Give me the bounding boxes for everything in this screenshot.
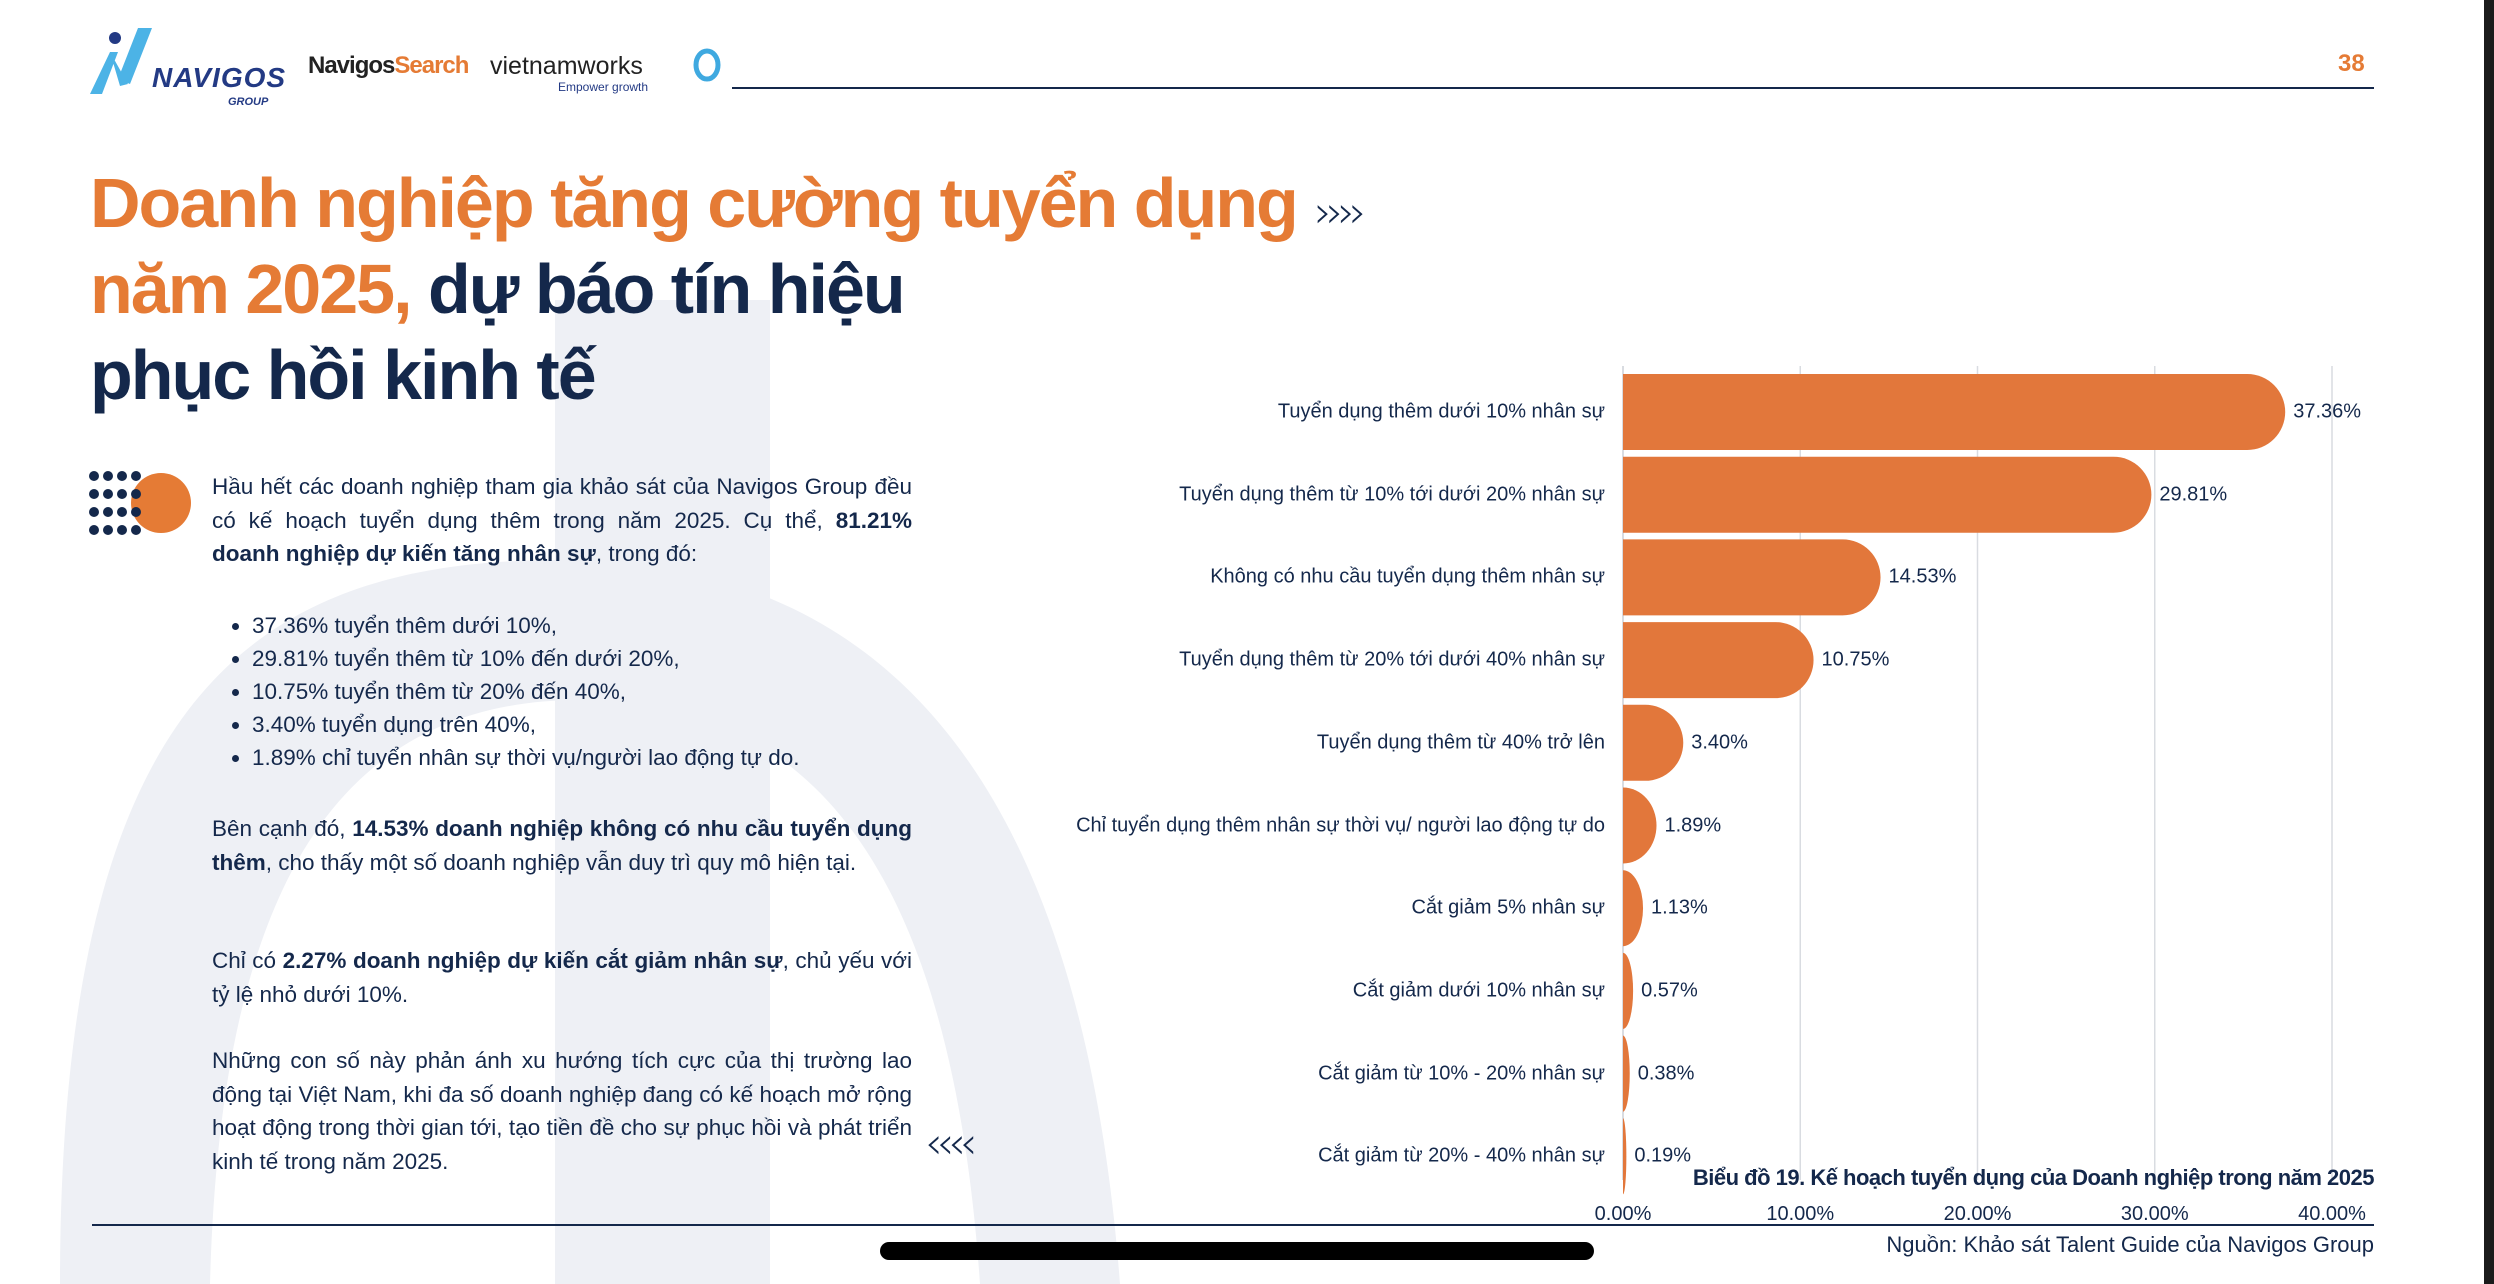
bar	[1623, 374, 2286, 450]
paragraph-cuts: Chỉ có 2.27% doanh nghiệp dự kiến cắt gi…	[212, 948, 913, 1007]
category-label: Cắt giảm 5% nhân sự	[1411, 896, 1606, 919]
value-label: 10.75%	[1821, 648, 1890, 671]
intro-paragraph: Hầu hết các doanh nghiệp tham gia khảo s…	[212, 474, 912, 566]
category-label: Cắt giảm từ 10% - 20% nhân sự	[1318, 1062, 1605, 1085]
value-label: 29.81%	[2159, 483, 2228, 506]
bar	[1623, 1118, 1627, 1195]
chevrons-right-icon: ››››	[1314, 187, 1366, 238]
page-number: 38	[2338, 50, 2365, 77]
value-label: 14.53%	[1888, 565, 1957, 588]
vietnamworks-logo: vietnamworks Empower growth	[490, 48, 721, 94]
bar	[1623, 870, 1644, 947]
value-label: 0.38%	[1637, 1062, 1695, 1085]
category-label: Cắt giảm dưới 10% nhân sự	[1352, 979, 1605, 1002]
dots-circle-icon	[89, 471, 191, 535]
value-label: 0.57%	[1641, 979, 1698, 1002]
navigos-figure-icon	[90, 28, 152, 94]
page-title: Doanh nghiệp tăng cường tuyển dụng ›››› …	[90, 164, 1367, 414]
home-indicator[interactable]	[880, 1242, 1594, 1260]
paragraph-no-demand: Bên cạnh đó, 14.53% doanh nghiệp không c…	[212, 816, 912, 875]
bar	[1623, 1035, 1630, 1112]
category-label: Tuyển dụng thêm từ 20% tới dưới 40% nhân…	[1179, 648, 1605, 671]
category-label: Chỉ tuyển dụng thêm nhân sự thời vụ/ ngư…	[1076, 814, 1605, 836]
list-item: 1.89% chỉ tuyển nhân sự thời vụ/người la…	[232, 741, 800, 774]
x-tick-label: 0.00%	[1594, 1203, 1652, 1225]
x-tick-label: 40.00%	[2298, 1203, 2366, 1225]
bar	[1623, 952, 1634, 1029]
source-note: Nguồn: Khảo sát Talent Guide của Navigos…	[1886, 1232, 2374, 1257]
category-label: Tuyển dụng thêm từ 40% trở lên	[1316, 731, 1605, 754]
x-tick-label: 10.00%	[1766, 1203, 1835, 1225]
navigos-search-logo: NavigosSearch	[308, 52, 469, 79]
category-label: Không có nhu cầu tuyển dụng thêm nhân sự	[1210, 565, 1605, 588]
footer-divider	[92, 1224, 2374, 1226]
list-item: 10.75% tuyển thêm từ 20% đến 40%,	[232, 675, 800, 708]
list-item: 29.81% tuyển thêm từ 10% đến dưới 20%,	[232, 642, 800, 675]
bar	[1623, 622, 1814, 699]
x-tick-label: 30.00%	[2120, 1203, 2189, 1225]
category-label: Tuyển dụng thêm từ 10% tới dưới 20% nhân…	[1179, 483, 1605, 506]
category-label: Cắt giảm từ 20% - 40% nhân sự	[1318, 1144, 1605, 1167]
window-edge	[2484, 0, 2494, 1284]
category-label: Tuyển dụng thêm dưới 10% nhân sự	[1277, 400, 1605, 423]
chevrons-left-icon: ‹‹‹‹	[925, 1118, 977, 1169]
bar	[1623, 704, 1684, 781]
value-label: 1.89%	[1664, 814, 1722, 836]
chart-caption: Biểu đồ 19. Kế hoạch tuyển dụng của Doan…	[1692, 1165, 2375, 1190]
paragraph-conclusion: Những con số này phản ánh xu hướng tích …	[212, 1048, 912, 1174]
list-item: 3.40% tuyển dụng trên 40%,	[232, 708, 800, 741]
value-label: 37.36%	[2293, 400, 2362, 423]
value-label: 0.19%	[1634, 1144, 1692, 1167]
vietnamworks-ring-icon	[693, 48, 721, 82]
bar	[1623, 456, 2152, 533]
bar	[1623, 787, 1657, 864]
header-divider	[732, 87, 2374, 89]
value-label: 1.13%	[1651, 896, 1708, 919]
x-tick-label: 20.00%	[1943, 1203, 2012, 1225]
value-label: 3.40%	[1691, 731, 1748, 754]
list-item: 37.36% tuyển thêm dưới 10%,	[232, 609, 800, 642]
bar	[1623, 539, 1881, 616]
bullet-list: 37.36% tuyển thêm dưới 10%, 29.81% tuyển…	[232, 609, 800, 774]
navigos-group-logo: NAVIGOS GROUP	[88, 24, 288, 108]
